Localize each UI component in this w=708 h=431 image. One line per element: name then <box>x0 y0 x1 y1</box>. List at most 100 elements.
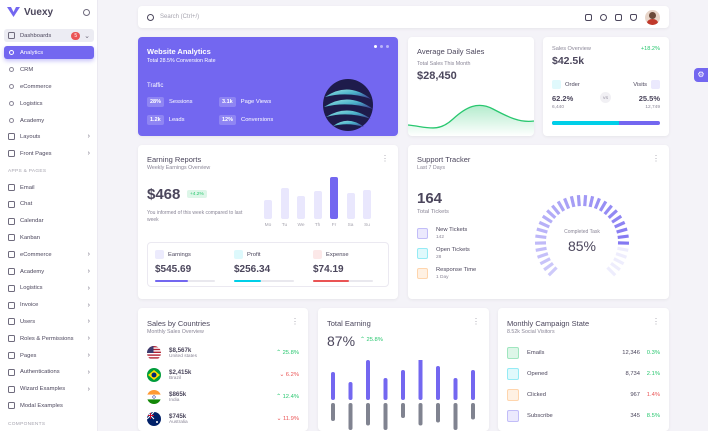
earning-up-bar <box>348 382 353 400</box>
nav-app-email[interactable]: Email <box>4 181 94 194</box>
earning-bar <box>363 189 371 219</box>
traffic-label: Traffic <box>147 83 164 89</box>
earning-item-bar <box>313 280 373 282</box>
campaign-menu-icon[interactable]: ⋮ <box>652 317 660 326</box>
nav-app-ecommerce[interactable]: eCommerce › <box>4 248 94 261</box>
earning-item-profit: Profit <box>234 250 261 259</box>
earning-day-label: Su <box>364 223 370 228</box>
notification-bell-icon[interactable] <box>630 13 637 21</box>
sales-overview-change: +18.2% <box>640 46 660 52</box>
nav-app-invoice[interactable]: Invoice › <box>4 299 94 312</box>
nav-app-logistics[interactable]: Logistics › <box>4 282 94 295</box>
earning-up-bar <box>471 370 475 400</box>
total-tickets-value: 164 <box>417 190 443 207</box>
earning-item-value: $256.34 <box>234 264 271 275</box>
completed-task-label: Completed Task <box>564 229 600 235</box>
nav-app-pages[interactable]: Pages › <box>4 349 94 362</box>
chevron-right-icon: › <box>87 385 90 393</box>
website-analytics-card: Website Analytics Total 28.5% Conversion… <box>138 37 398 136</box>
nav-ecommerce[interactable]: eCommerce <box>4 80 94 93</box>
expense-icon <box>313 250 322 259</box>
language-icon[interactable] <box>585 13 592 21</box>
nav-crm[interactable]: CRM <box>4 63 94 76</box>
australia-flag-icon <box>147 412 161 426</box>
users-icon <box>8 318 15 326</box>
earning-down-bar <box>383 403 388 430</box>
files-icon <box>8 150 15 157</box>
nav-app-users[interactable]: Users › <box>4 315 94 328</box>
nav-app-kanban[interactable]: Kanban <box>4 231 94 244</box>
bullet-icon <box>9 118 14 123</box>
visits-count: 12,749 <box>645 105 660 110</box>
nav-front-pages[interactable]: Front Pages › <box>4 147 94 160</box>
nav-app-wizard-examples[interactable]: Wizard Examples › <box>4 383 94 396</box>
brazil-flag-icon <box>147 368 161 382</box>
earning-item-bar-fill <box>234 280 261 282</box>
earning-down-bar <box>453 403 458 430</box>
website-analytics-title: Website Analytics <box>147 47 211 56</box>
nav-app-roles-permissions[interactable]: Roles & Permissions › <box>4 332 94 345</box>
nav-dashboards[interactable]: Dashboards 5 ⌄ <box>4 29 94 42</box>
gauge-tick <box>617 234 629 240</box>
gauge-tick <box>556 200 566 212</box>
collapse-menu-icon[interactable] <box>83 8 90 16</box>
earning-down-bar <box>366 403 370 426</box>
new-tickets-icon <box>417 228 428 239</box>
avg-sales-title: Average Daily Sales <box>417 47 485 56</box>
carousel-dots[interactable] <box>374 45 389 48</box>
earning-day-label: Th <box>314 223 321 228</box>
total-earning-title: Total Earning <box>327 319 371 328</box>
support-menu-icon[interactable]: ⋮ <box>652 154 660 163</box>
traffic-stat-conversions: 12% Conversions <box>219 115 273 125</box>
chat-icon <box>8 200 15 208</box>
search-box[interactable]: Search (Ctrl+/) <box>147 13 577 21</box>
brand[interactable]: Vuexy <box>0 0 97 24</box>
theme-sun-icon[interactable] <box>600 13 607 21</box>
earning-up-bar <box>331 372 335 400</box>
gauge-tick <box>588 195 595 208</box>
gauge-tick <box>617 246 629 252</box>
email-icon <box>8 184 15 191</box>
average-daily-sales-card: Average Daily Sales Total Sales This Mon… <box>408 37 534 136</box>
nav-app-chat[interactable]: Chat <box>4 198 94 211</box>
avg-sales-subtitle: Total Sales This Month <box>417 61 471 67</box>
nav-app-calendar[interactable]: Calendar <box>4 215 94 228</box>
campaign-row-emails: Emails 12,346 0.3% <box>507 342 660 363</box>
nav-app-academy[interactable]: Academy › <box>4 265 94 278</box>
nav-logistics[interactable]: Logistics <box>4 97 94 110</box>
total-earning-menu-icon[interactable]: ⋮ <box>472 317 480 326</box>
countries-menu-icon[interactable]: ⋮ <box>291 317 299 326</box>
nav-app-authentications[interactable]: Authentications › <box>4 366 94 379</box>
nav-app-modal-examples[interactable]: Modal Examples <box>4 399 94 412</box>
earning-down-bar <box>331 403 335 421</box>
logistics-icon <box>8 284 15 292</box>
link-icon <box>651 80 660 89</box>
nav-analytics[interactable]: Analytics <box>4 46 94 59</box>
gauge-tick <box>537 252 549 259</box>
india-flag-icon <box>147 390 161 404</box>
nav-academy[interactable]: Academy <box>4 114 94 127</box>
earning-up-bar <box>436 366 440 400</box>
gauge-tick <box>576 195 581 207</box>
gauge-tick <box>535 246 547 252</box>
country-trend: ⌃ 25.8% <box>276 350 299 356</box>
country-row: $745k Australia ⌄ 11.9% <box>147 408 299 430</box>
gauge-tick <box>615 252 627 259</box>
user-avatar[interactable] <box>645 9 660 25</box>
earning-day-label: Sa <box>347 223 354 228</box>
earning-day-label: We <box>297 223 305 228</box>
visits-block: Visits <box>633 80 660 89</box>
subscribe-icon <box>507 409 519 422</box>
gauge-tick <box>613 257 625 266</box>
chevron-down-icon: ⌄ <box>84 32 90 40</box>
earning-summary-box <box>147 242 389 287</box>
gauge-tick <box>610 262 621 272</box>
gauge-tick <box>616 227 628 234</box>
us-flag-icon <box>147 346 161 360</box>
avg-sales-area-chart <box>408 104 534 136</box>
earning-reports-menu-icon[interactable]: ⋮ <box>381 154 389 163</box>
customizer-gear-icon[interactable]: ⚙ <box>694 68 708 82</box>
shortcuts-grid-icon[interactable] <box>615 13 622 21</box>
sales-overview-title: Sales Overview <box>552 46 591 52</box>
nav-layouts[interactable]: Layouts › <box>4 130 94 143</box>
